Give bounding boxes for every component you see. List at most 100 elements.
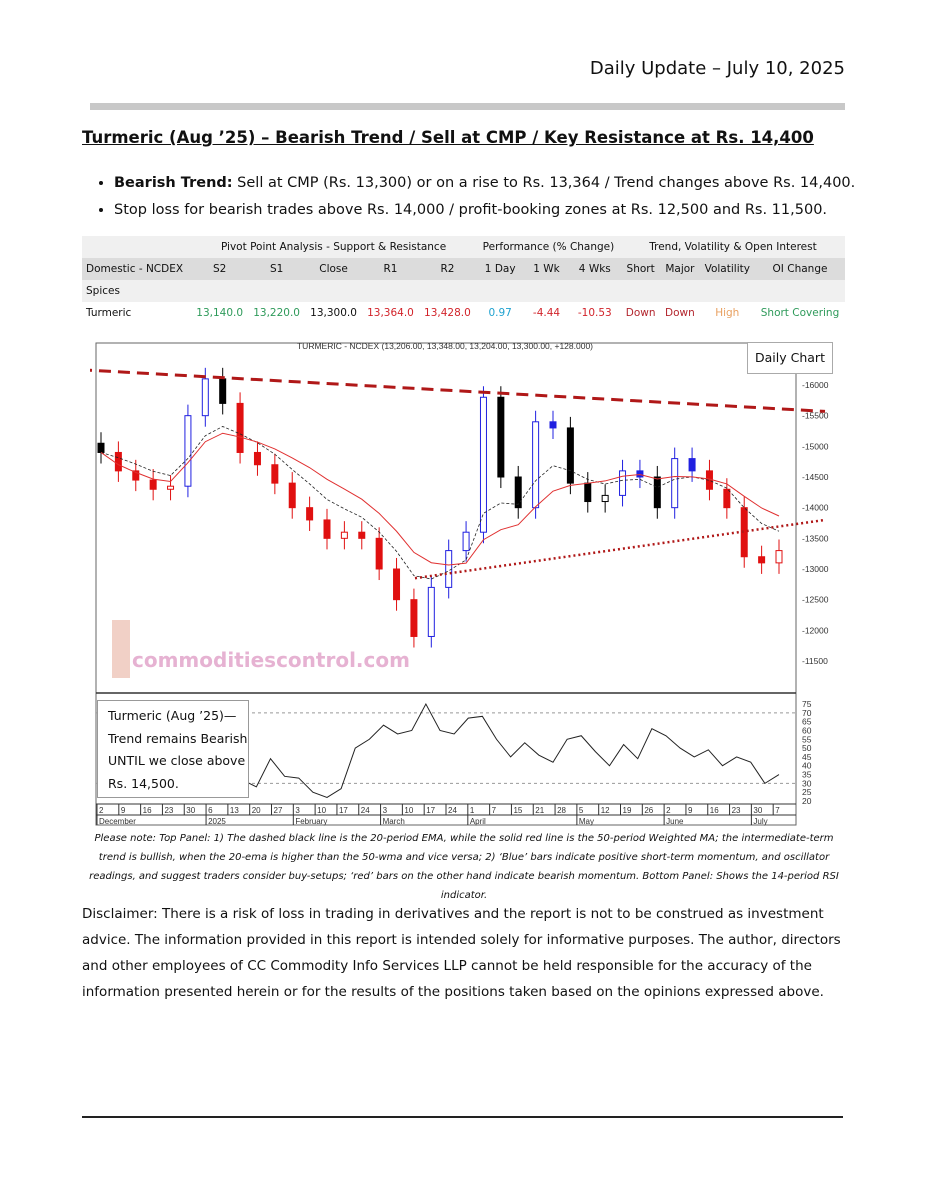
rsi-tick-label: 60 [802, 725, 812, 735]
table-cell: Short Covering [760, 307, 840, 319]
x-tick-label: 26 [644, 806, 653, 815]
disclaimer: Disclaimer: There is a risk of loss in t… [82, 906, 841, 1000]
candle [758, 556, 766, 564]
x-tick-label: 30 [753, 806, 762, 815]
candle [393, 568, 401, 601]
table-cell: Down [625, 307, 656, 319]
wma-line [100, 432, 780, 566]
chart-title: TURMERIC - NCDEX (13,206.00, 13,348.00, … [297, 341, 593, 351]
y-tick-label: -14500 [802, 472, 829, 482]
x-tick-label: 6 [208, 806, 213, 815]
column-header: OI Change [755, 258, 845, 280]
x-tick-label: 24 [448, 806, 457, 815]
x-tick-label: 24 [361, 806, 370, 815]
candle [149, 479, 157, 490]
candle [653, 476, 661, 509]
table-cell: 13,300.0 [310, 307, 357, 319]
table-cell: 13,364.0 [367, 307, 414, 319]
x-tick-label: 17 [426, 806, 435, 815]
column-header: 1 Day [475, 258, 525, 280]
section-label: Spices [82, 280, 845, 302]
x-tick-label: 10 [317, 806, 326, 815]
annotation-line: UNTIL we close above [108, 753, 246, 768]
month-label: 2025 [208, 817, 226, 826]
month-label: December [99, 817, 136, 826]
candle [114, 451, 122, 472]
x-tick-label: 3 [295, 806, 300, 815]
x-tick-label: 2 [666, 806, 671, 815]
rsi-tick-label: 20 [802, 796, 812, 806]
month-label: June [666, 817, 684, 826]
column-header: Short [621, 258, 661, 280]
x-tick-label: 13 [230, 806, 239, 815]
candle [167, 485, 175, 490]
x-tick-label: 2 [99, 806, 104, 815]
x-tick-label: 17 [339, 806, 348, 815]
x-tick-label: 27 [274, 806, 283, 815]
table-cell: -10.53 [577, 307, 612, 319]
candle [601, 494, 609, 503]
month-label: May [579, 817, 594, 826]
candle [201, 378, 209, 417]
x-tick-label: 12 [601, 806, 610, 815]
y-tick-label: -14000 [802, 503, 829, 513]
header-divider [90, 103, 845, 110]
bullet-text: Stop loss for bearish trades above Rs. 1… [114, 202, 828, 218]
watermark-text: commoditiescontrol.com [132, 648, 410, 672]
candle [323, 519, 331, 539]
candle [688, 458, 696, 472]
column-header: Domestic - NCDEX [82, 258, 192, 280]
x-tick-label: 7 [775, 806, 780, 815]
candle [636, 470, 644, 478]
x-tick-label: 9 [121, 806, 126, 815]
candle [306, 507, 314, 521]
candle [775, 550, 783, 564]
x-tick-label: 23 [164, 806, 173, 815]
rsi-tick-label: 70 [802, 708, 812, 718]
pivot-table: Pivot Point Analysis - Support & Resista… [82, 236, 845, 324]
x-tick-label: 21 [535, 806, 544, 815]
y-tick-label: -13000 [802, 564, 829, 574]
column-header: S2 [191, 258, 249, 280]
column-header: Volatility [699, 258, 755, 280]
column-header: Major [660, 258, 700, 280]
candle [236, 402, 244, 453]
column-header: 1 Wk [524, 258, 569, 280]
report-date: Daily Update – July 10, 2025 [589, 58, 845, 79]
x-tick-label: 1 [470, 806, 475, 815]
candle [584, 482, 592, 503]
candle [619, 470, 627, 496]
y-tick-label: -13500 [802, 533, 829, 543]
annotation-line: Trend remains Bearish [108, 730, 248, 746]
bullet-item: Stop loss for bearish trades above Rs. 1… [114, 197, 874, 224]
candle [132, 470, 140, 481]
resistance-trendline [90, 368, 826, 413]
candle [566, 427, 574, 484]
candle [479, 396, 487, 533]
table-cell: Down [665, 307, 695, 319]
chart-note: Please note: Top Panel: 1) The dashed bl… [89, 833, 839, 901]
table-cell: High [715, 307, 740, 319]
x-tick-label: 28 [557, 806, 566, 815]
x-tick-label: 16 [143, 806, 152, 815]
rsi-tick-label: 75 [802, 699, 812, 709]
x-tick-label: 30 [186, 806, 195, 815]
rsi-tick-label: 65 [802, 717, 812, 727]
y-tick-label: -12000 [802, 625, 829, 635]
table-cell: 13,428.0 [424, 307, 471, 319]
x-tick-label: 3 [383, 806, 388, 815]
x-tick-label: 23 [732, 806, 741, 815]
x-tick-label: 5 [579, 806, 584, 815]
group-header: Performance (% Change) [475, 236, 622, 258]
x-tick-label: 20 [252, 806, 261, 815]
month-label: March [383, 817, 405, 826]
price-chart: TURMERIC - NCDEX (13,206.00, 13,348.00, … [90, 341, 829, 826]
y-tick-label: -12500 [802, 595, 829, 605]
column-header: R1 [362, 258, 419, 280]
candle [514, 476, 522, 509]
candle [184, 415, 192, 487]
x-tick-label: 10 [404, 806, 413, 815]
column-header: S1 [248, 258, 306, 280]
candle [445, 550, 453, 588]
chart-frame [95, 342, 797, 826]
